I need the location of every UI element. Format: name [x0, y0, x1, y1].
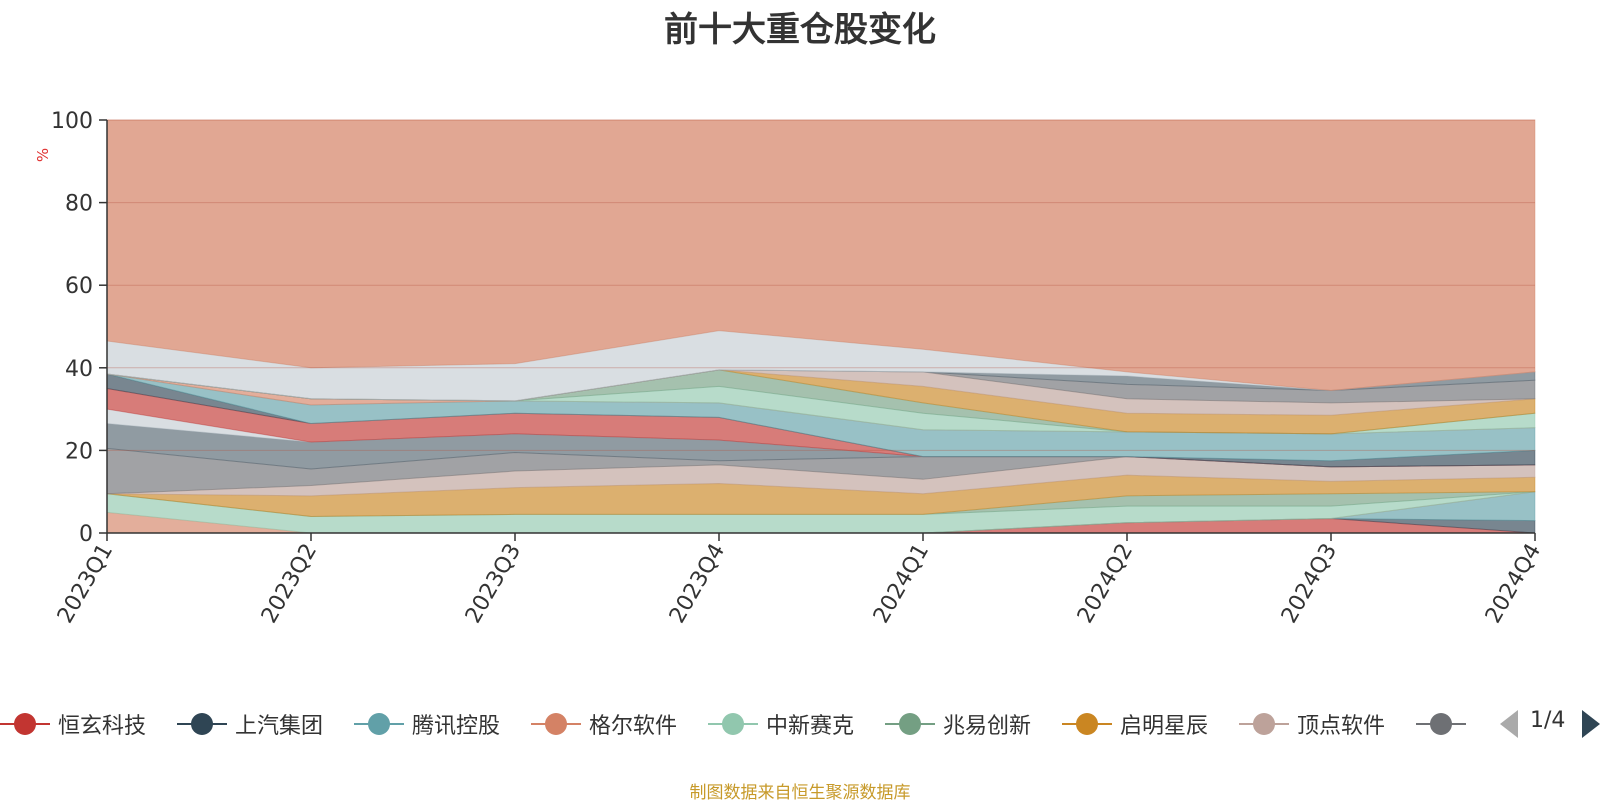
x-tick-label: 2024Q3	[1277, 540, 1342, 628]
y-tick-label: 40	[65, 357, 93, 382]
legend-item[interactable]: 恒玄科技	[0, 708, 146, 740]
x-tick-label: 2024Q4	[1481, 540, 1546, 628]
legend-item[interactable]: 兆易创新	[885, 708, 1031, 740]
y-tick-label: 0	[79, 522, 93, 547]
x-tick-label: 2023Q4	[665, 540, 730, 628]
y-tick-label: 80	[65, 192, 93, 217]
legend-label: 兆易创新	[943, 714, 1032, 739]
y-tick-label: 100	[51, 109, 93, 134]
legend-marker-icon	[177, 712, 227, 736]
legend-item[interactable]: 腾讯控股	[354, 708, 500, 740]
area-series-8	[106, 456, 1536, 497]
legend-item[interactable]: 中新赛克	[708, 708, 854, 740]
legend-items: 恒玄科技 上汽集团 腾讯控股 格尔软件 中新赛克 兆易创新 启明星辰 顶点软件	[0, 708, 1478, 740]
legend-next-page-icon[interactable]	[1582, 710, 1600, 738]
legend-label: 启明星辰	[1120, 714, 1209, 739]
x-tick-label: 2024Q2	[1073, 540, 1138, 628]
legend-item[interactable]: 顶点软件	[1239, 708, 1385, 740]
legend: 恒玄科技 上汽集团 腾讯控股 格尔软件 中新赛克 兆易创新 启明星辰 顶点软件	[0, 708, 1600, 740]
legend-marker-icon	[885, 712, 935, 736]
legend-marker-icon	[1062, 712, 1112, 736]
legend-marker-icon	[531, 712, 581, 736]
legend-marker-icon	[1239, 712, 1289, 736]
legend-label: 腾讯控股	[412, 714, 501, 739]
x-tick-label: 2023Q1	[53, 540, 118, 628]
area-top-band	[106, 119, 1536, 392]
legend-label: 中新赛克	[766, 714, 855, 739]
x-tick-label: 2024Q1	[869, 540, 934, 628]
legend-label: 上汽集团	[235, 714, 324, 739]
data-source-note: 制图数据来自恒生聚源数据库	[689, 783, 911, 803]
legend-pager: 1/4	[1500, 706, 1600, 740]
x-tick-label: 2023Q2	[257, 540, 322, 628]
chart-title: 前十大重仓股变化	[664, 10, 936, 50]
legend-item[interactable]: 格尔软件	[531, 708, 677, 740]
legend-marker-icon	[708, 712, 758, 736]
legend-item[interactable]: 启明星辰	[1062, 708, 1208, 740]
area-series-18	[106, 369, 1536, 435]
y-tick-label: 20	[65, 439, 93, 464]
area-series-20	[106, 369, 1536, 404]
y-tick-label: 60	[65, 274, 93, 299]
stacked-area-chart: 0 20 40 60 80 100% 2023Q1 2023Q2 2023Q3 2023Q4 202…	[34, 109, 1546, 628]
legend-marker-icon	[354, 712, 404, 736]
legend-label: 恒玄科技	[58, 714, 147, 739]
legend-label: 格尔软件	[589, 714, 678, 739]
x-tick-label: 2023Q3	[461, 540, 526, 628]
legend-marker-icon	[0, 712, 50, 736]
legend-item-partial[interactable]	[1416, 708, 1466, 740]
legend-prev-page-icon[interactable]	[1500, 710, 1518, 738]
legend-marker-icon	[1416, 712, 1466, 736]
area-series-21	[106, 369, 1536, 402]
y-axis-label: %	[34, 148, 52, 162]
legend-item[interactable]: 上汽集团	[177, 708, 323, 740]
legend-page-indicator: 1/4	[1530, 708, 1566, 733]
legend-label: 顶点软件	[1297, 714, 1386, 739]
